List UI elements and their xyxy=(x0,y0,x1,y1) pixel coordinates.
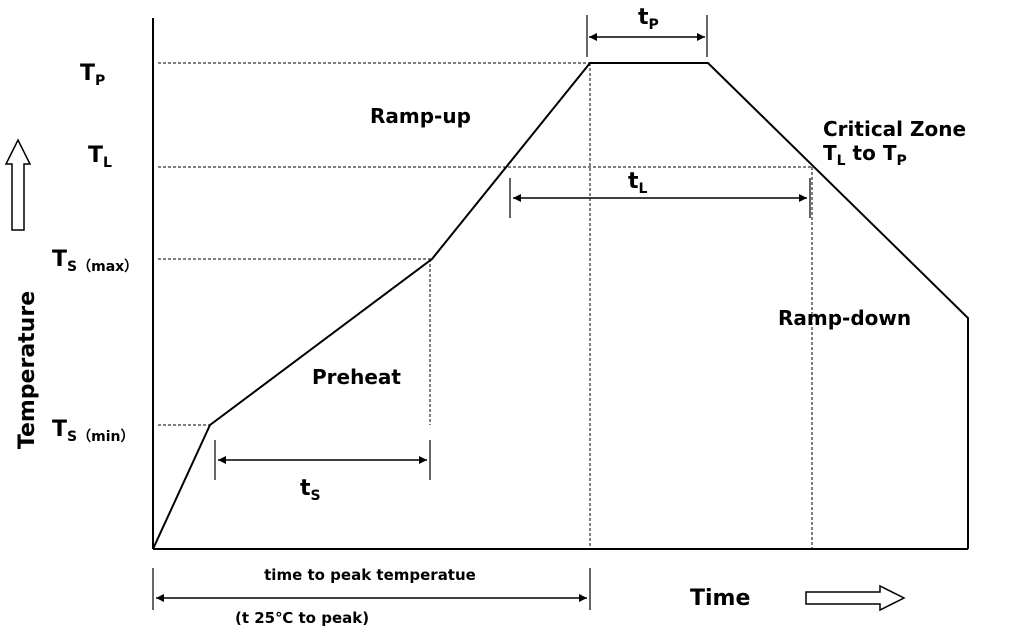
text: t xyxy=(300,476,311,501)
zone-label: Preheat xyxy=(312,365,401,389)
text: L xyxy=(639,181,648,197)
guides xyxy=(158,62,813,549)
text: S xyxy=(311,488,321,504)
text: （min） xyxy=(77,429,134,445)
axes xyxy=(152,18,968,550)
duration-markers xyxy=(152,15,811,610)
text: T xyxy=(52,417,67,442)
text: P xyxy=(896,153,906,169)
duration-label: tL xyxy=(628,169,648,197)
duration-label: (t 25℃ to peak) xyxy=(235,609,369,627)
level-label: TS（min） xyxy=(52,417,134,445)
profile xyxy=(152,62,969,550)
zone-label: TL to TP xyxy=(823,141,907,169)
duration-label: tP xyxy=(638,5,659,33)
temperature-arrow xyxy=(4,138,32,231)
text: L xyxy=(103,155,112,171)
time-arrow xyxy=(805,584,906,612)
text: t xyxy=(628,169,639,194)
text: to xyxy=(846,141,883,165)
text: S xyxy=(67,429,77,445)
text: T xyxy=(80,61,95,86)
level-label: TP xyxy=(80,61,105,89)
text: P xyxy=(95,73,105,89)
text: L xyxy=(837,153,846,169)
x-label: Time xyxy=(690,586,750,611)
text: t xyxy=(638,5,649,30)
level-label: TS（max） xyxy=(52,247,138,275)
text: S xyxy=(67,259,77,275)
zone-label: Ramp-down xyxy=(778,306,911,330)
level-label: TL xyxy=(88,143,112,171)
duration-label: time to peak temperatue xyxy=(264,566,476,584)
zone-label: Critical Zone xyxy=(823,117,966,141)
text: P xyxy=(649,17,659,33)
y-label: Temperature xyxy=(15,291,40,449)
duration-label: tS xyxy=(300,476,321,504)
text: T xyxy=(88,143,103,168)
text: T xyxy=(52,247,67,272)
text: T xyxy=(883,141,897,165)
text: T xyxy=(823,141,837,165)
zone-label: Ramp-up xyxy=(370,104,471,128)
text: （max） xyxy=(77,259,138,275)
